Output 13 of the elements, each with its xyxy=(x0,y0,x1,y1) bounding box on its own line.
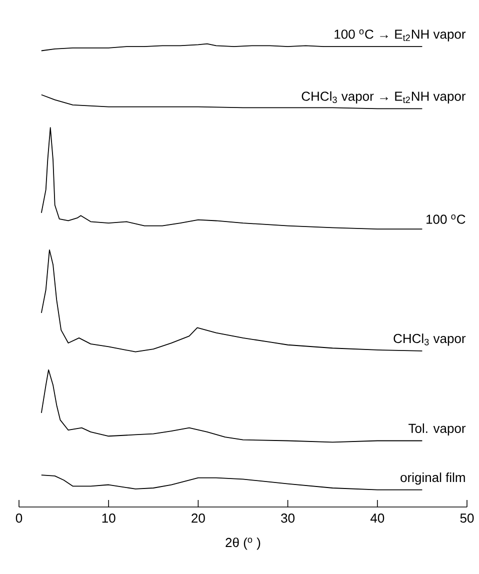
series-label: 100 $^{o}$C xyxy=(426,214,466,224)
x-tick-label: 10 xyxy=(102,514,116,523)
series-label: Tol. vapor xyxy=(408,423,466,436)
x-tick-label: 20 xyxy=(192,514,205,523)
series-label: CHCl$_{3}$ vapor → E$_{t2}$NH vapor xyxy=(302,91,466,104)
x-axis-title: 2θ ($^{o}$ ) xyxy=(226,538,260,550)
x-tick-label: 50 xyxy=(460,514,474,523)
series-label: original film xyxy=(400,472,465,485)
series-label: 100 $^{o}$C → E$_{t2}$NH vapor xyxy=(334,29,466,42)
x-tick-label: 30 xyxy=(281,514,295,523)
series-label: CHCl$_{3}$ vapor xyxy=(394,334,466,346)
x-tick-label: 0 xyxy=(16,514,22,523)
x-tick-label: 40 xyxy=(370,514,384,523)
